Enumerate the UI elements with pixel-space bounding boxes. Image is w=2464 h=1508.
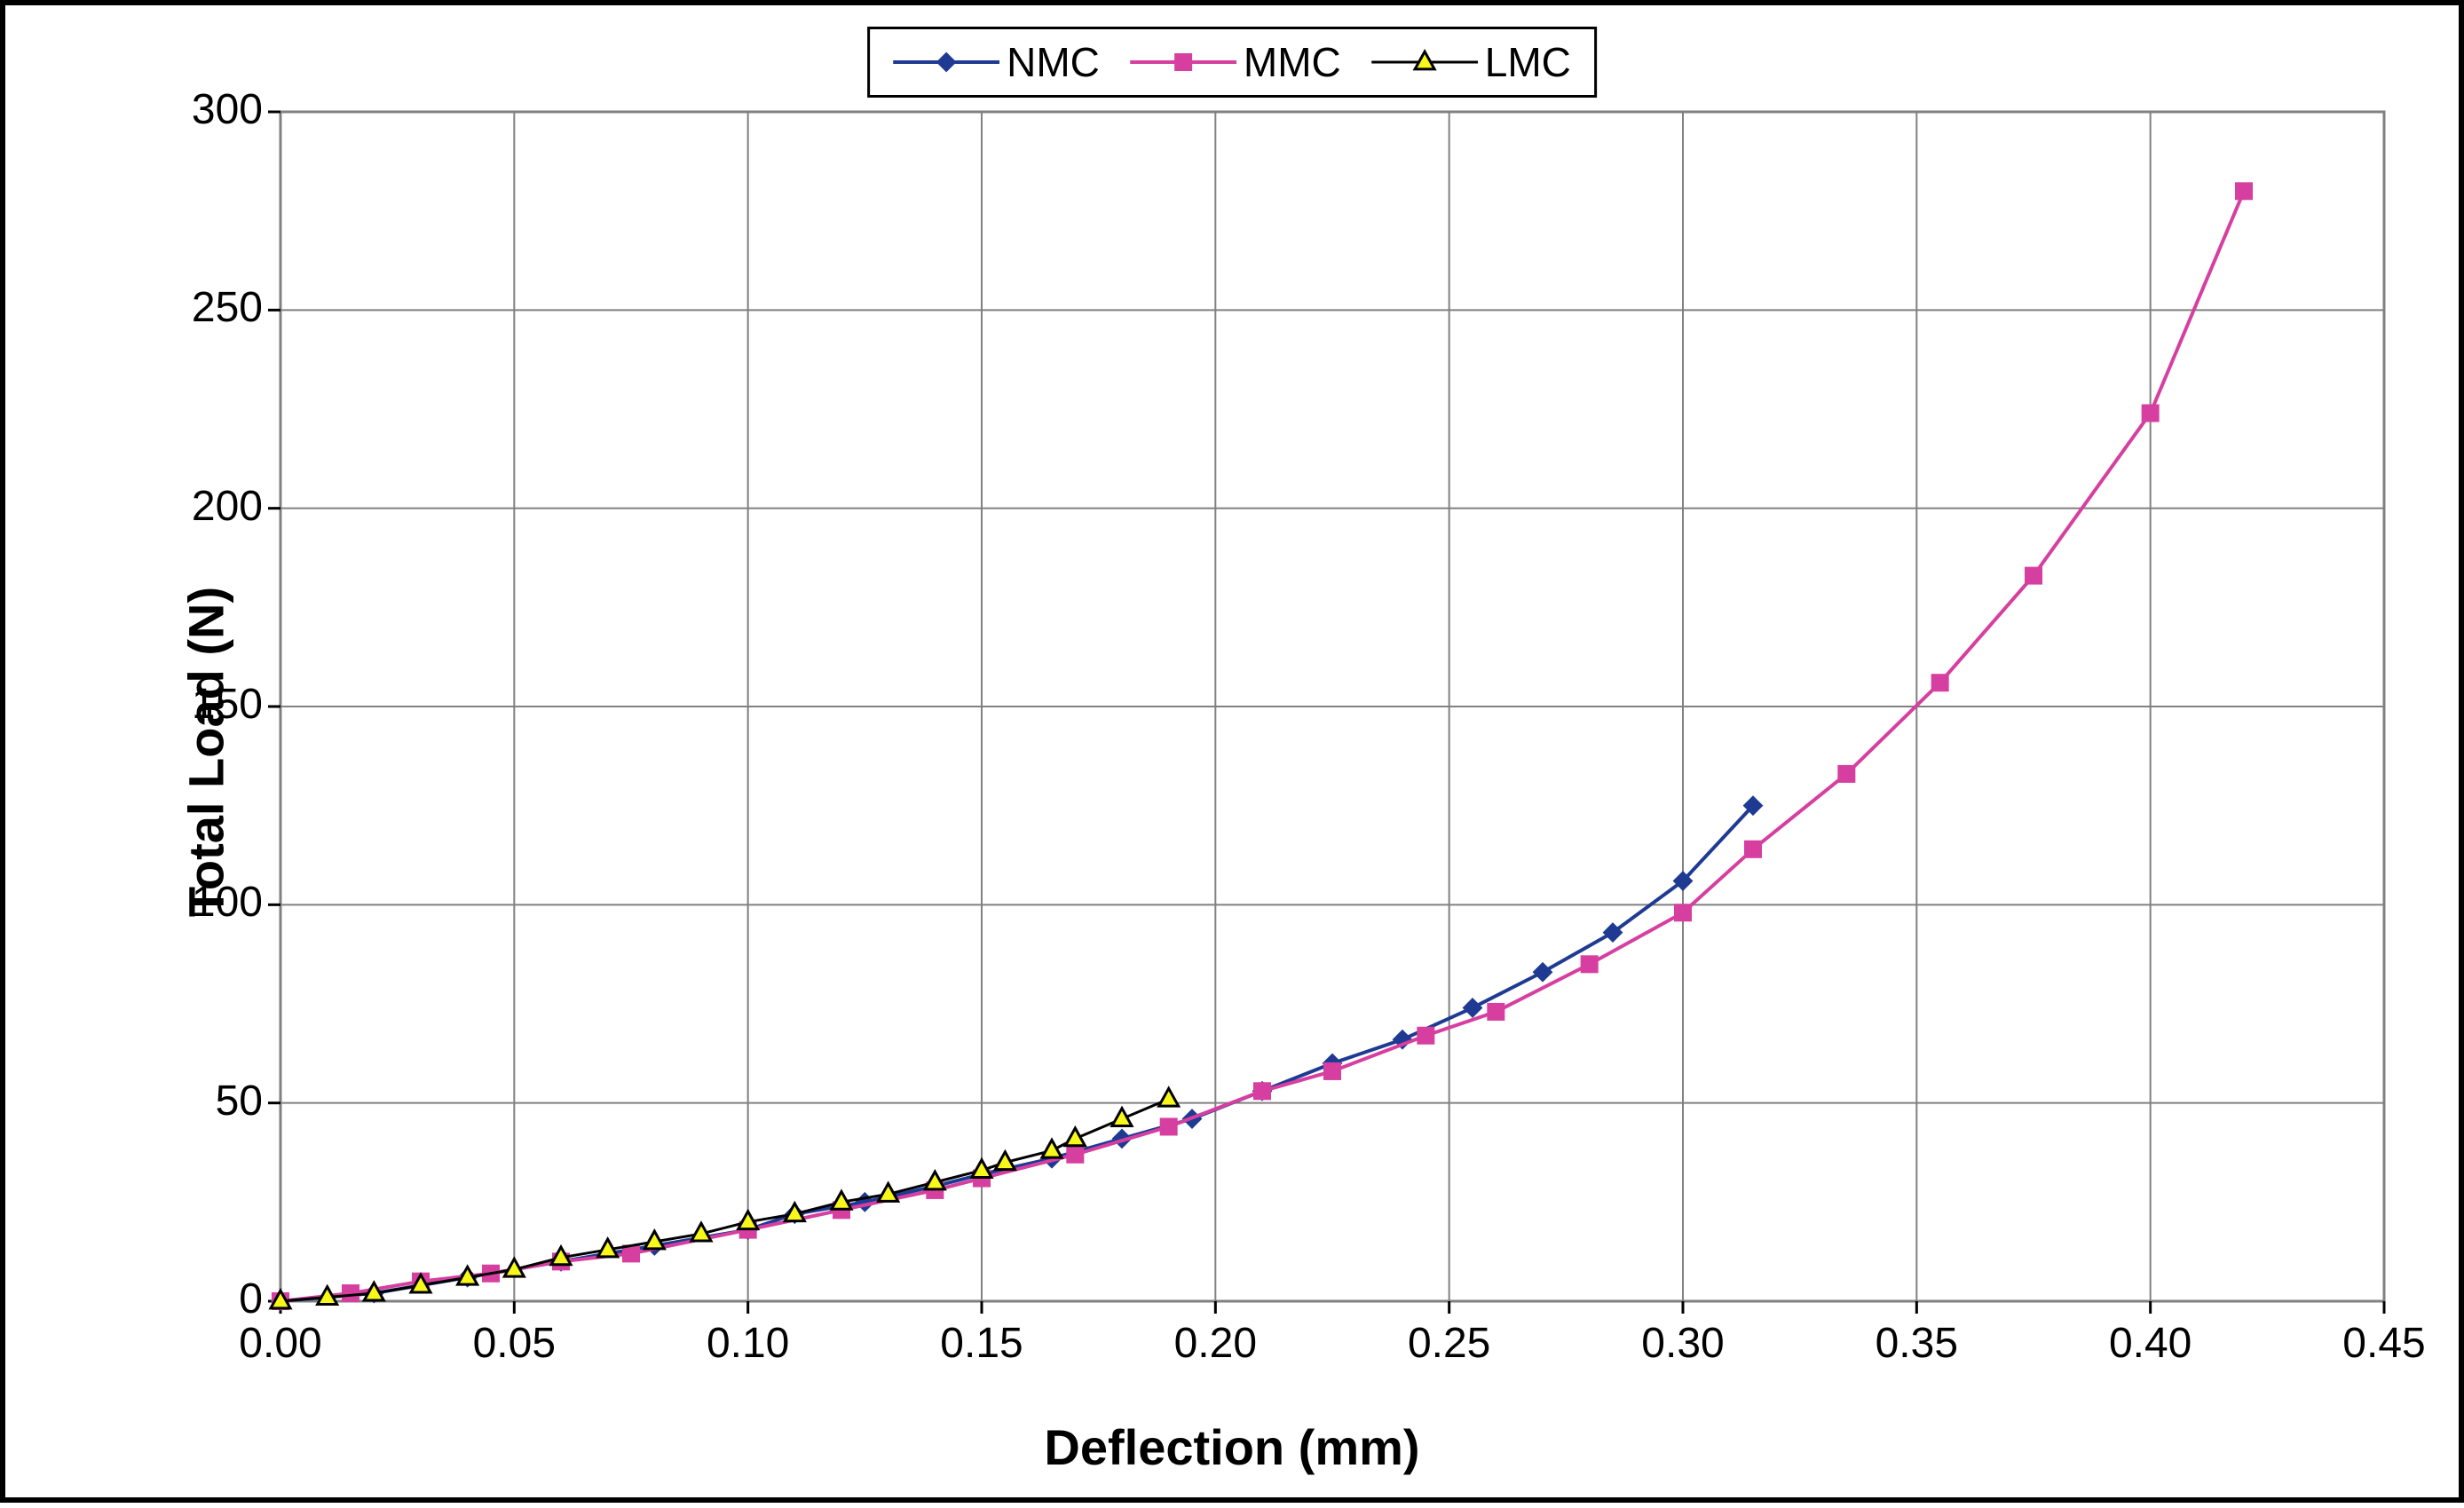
x-tick-label: 0.40 xyxy=(2089,1319,2213,1368)
y-tick-label: 100 xyxy=(156,878,263,927)
y-tick-label: 0 xyxy=(156,1275,263,1323)
y-tick-label: 250 xyxy=(156,283,263,332)
y-tick-label: 150 xyxy=(156,680,263,729)
x-tick-label: 0.00 xyxy=(218,1319,343,1368)
y-tick-label: 50 xyxy=(156,1077,263,1125)
x-tick-label: 0.20 xyxy=(1153,1319,1277,1368)
y-tick-label: 200 xyxy=(156,482,263,531)
y-tick-label: 300 xyxy=(156,85,263,134)
chart-frame: NMC MMC LMC Total Load (N) Deflection (m… xyxy=(0,0,2464,1503)
x-tick-label: 0.10 xyxy=(686,1319,810,1368)
plot-area: 0 50 100 150 200 250 300 0.00 0.05 0.10 0.15 0.20 0.… xyxy=(5,5,2459,1497)
x-tick-label: 0.30 xyxy=(1621,1319,1745,1368)
x-tick-label: 0.05 xyxy=(452,1319,576,1368)
x-tick-label: 0.35 xyxy=(1854,1319,1978,1368)
x-tick-label: 0.15 xyxy=(920,1319,1044,1368)
plot-svg xyxy=(5,5,2464,1508)
x-tick-label: 0.45 xyxy=(2322,1319,2446,1368)
x-tick-label: 0.25 xyxy=(1387,1319,1512,1368)
